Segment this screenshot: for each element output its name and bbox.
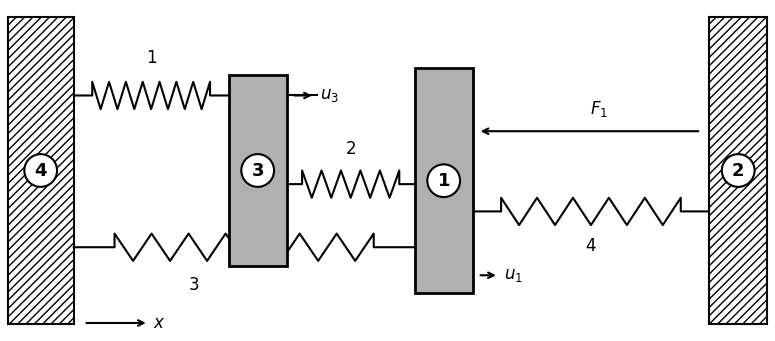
Bar <box>415 68 473 293</box>
Circle shape <box>241 154 274 187</box>
Text: $F_1$: $F_1$ <box>591 99 608 119</box>
Text: 2: 2 <box>732 162 745 179</box>
Text: 4: 4 <box>34 162 47 179</box>
Text: $u_1$: $u_1$ <box>504 266 522 284</box>
Bar <box>8 17 74 324</box>
Text: 2: 2 <box>346 140 356 159</box>
Text: $u_3$: $u_3$ <box>320 87 339 104</box>
Circle shape <box>722 154 755 187</box>
Circle shape <box>427 164 460 197</box>
Text: 4: 4 <box>586 237 596 255</box>
Text: 3: 3 <box>251 162 264 179</box>
Text: 3: 3 <box>189 276 199 294</box>
Text: 1: 1 <box>437 172 450 190</box>
Text: 1: 1 <box>146 49 157 67</box>
Bar <box>709 17 767 324</box>
Bar <box>229 75 287 266</box>
Text: x: x <box>153 314 164 332</box>
Circle shape <box>24 154 57 187</box>
